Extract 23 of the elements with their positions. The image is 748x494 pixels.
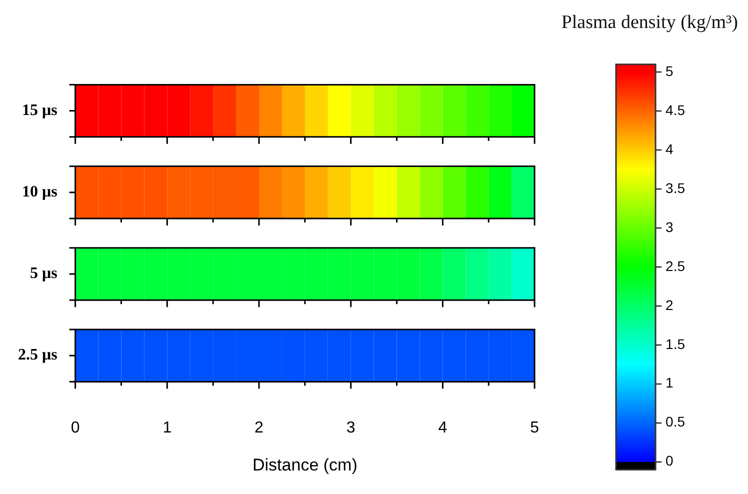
y-tick-label: 5 μs — [30, 265, 58, 282]
color-bar-label: 0.5 — [666, 414, 686, 430]
x-tick-label: 0 — [70, 419, 80, 436]
color-bar-label: 4.5 — [666, 102, 686, 118]
x-tick-label: 1 — [162, 419, 172, 436]
color-bar-label: 5 — [666, 63, 674, 80]
color-bar-label: 3.5 — [666, 180, 686, 196]
x-tick-label: 3 — [346, 419, 356, 436]
color-bar-label: 0 — [666, 452, 674, 469]
color-bar-label: 1 — [666, 374, 674, 391]
color-bar-label: 1.5 — [666, 336, 686, 352]
color-bar-label: 4 — [666, 140, 674, 157]
x-tick-label: 4 — [438, 419, 448, 436]
color-bar-title: Plasma density (kg/m³) — [561, 12, 738, 34]
y-tick-label: 15 μs — [22, 102, 58, 119]
color-bar-label: 2 — [666, 296, 674, 313]
x-tick-label: 5 — [530, 419, 540, 436]
y-tick-label: 2.5 μs — [18, 346, 58, 364]
y-tick-label: 10 μs — [22, 184, 58, 201]
x-axis-title: Distance (cm) — [252, 455, 358, 474]
x-tick-label: 2 — [254, 419, 264, 436]
color-bar-label: 2.5 — [666, 258, 686, 274]
color-bar-label: 3 — [666, 218, 674, 235]
